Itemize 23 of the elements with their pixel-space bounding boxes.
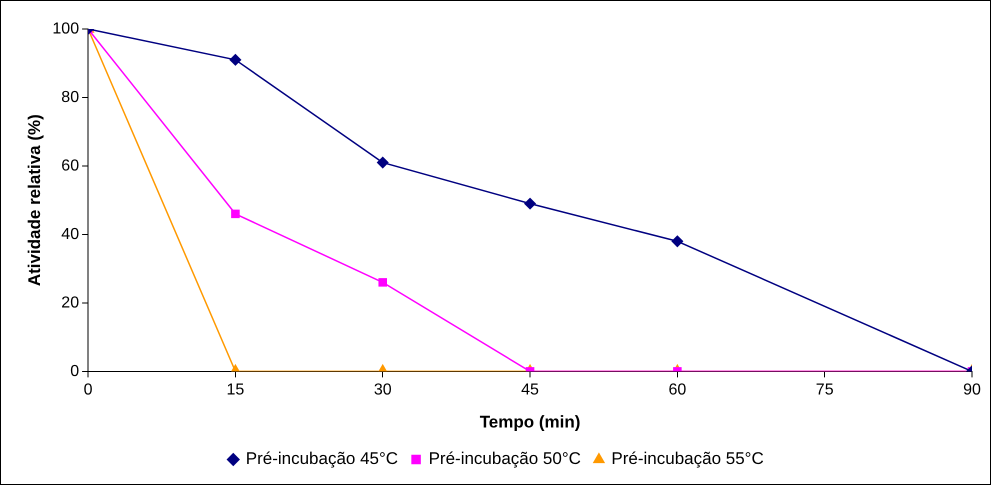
y-tick-label: 40: [61, 226, 80, 243]
y-tick-label: 100: [52, 20, 80, 38]
x-axis-title: Tempo (min): [480, 412, 580, 432]
x-tick-label: 75: [816, 381, 834, 398]
x-tick-label: 30: [374, 381, 392, 398]
point: [672, 236, 684, 248]
point: [524, 198, 536, 210]
point: [378, 278, 388, 287]
y-tick-label: 20: [61, 294, 80, 312]
point: [376, 156, 388, 168]
y-tick-label: 80: [61, 88, 80, 106]
y-tick-label: 0: [70, 362, 80, 380]
y-axis-title: Atividade relativa (%): [24, 114, 44, 286]
x-tick-label: 0: [84, 381, 93, 398]
legend-label: Pré-incubação 45°C: [246, 449, 398, 468]
x-tick-label: 45: [521, 381, 540, 398]
x-tick-label: 15: [226, 381, 244, 398]
legend-label: Pré-incubação 50°C: [428, 449, 581, 468]
x-tick-label: 60: [668, 381, 686, 398]
legend-label: Pré-incubação 55°C: [611, 449, 764, 468]
x-tick-label: 90: [963, 381, 981, 398]
y-tick-label: 60: [61, 157, 80, 174]
point: [231, 210, 240, 218]
